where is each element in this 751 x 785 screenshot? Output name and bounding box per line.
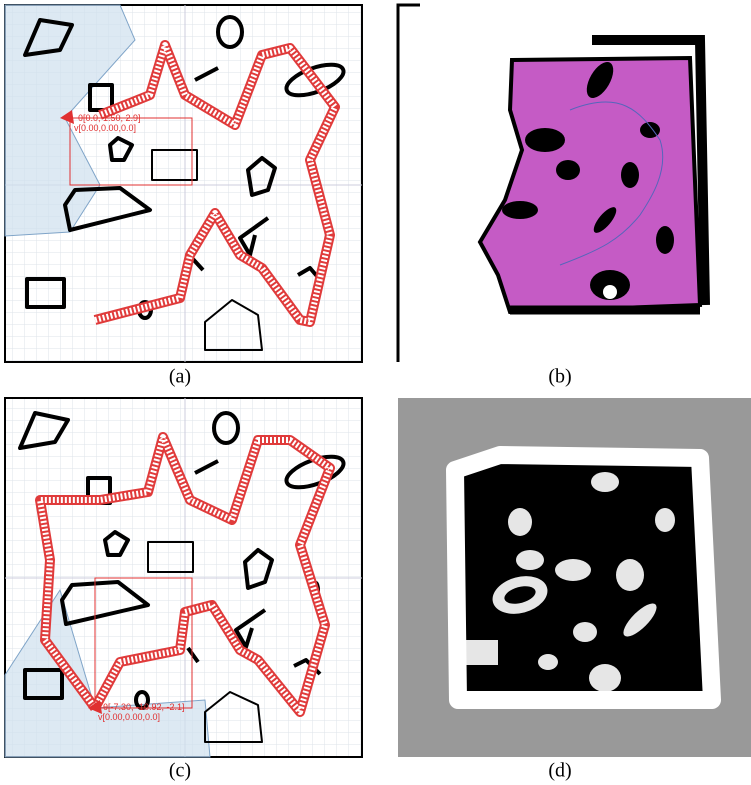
panel-b	[396, 3, 751, 362]
caption: (a)	[169, 366, 191, 388]
panel-d	[398, 398, 751, 757]
pose-label: θ[-7.30, -10.92, -2.1]	[103, 702, 185, 712]
velocity-label: v[0.00,0.00,0.0]	[74, 123, 136, 133]
panel-c: θ[-7.30, -10.92, -2.1] v[0.00,0.00,0.0]	[4, 397, 363, 758]
panel-a: θ[0.0, 1.50, 2.9] v[0.00,0.00,0.0]	[4, 4, 363, 363]
velocity-label: v[0.00,0.00,0.0]	[98, 712, 160, 722]
caption: (b)	[548, 366, 571, 388]
pose-label: θ[0.0, 1.50, 2.9]	[78, 113, 141, 123]
caption: (c)	[169, 760, 191, 782]
caption: (d)	[548, 760, 571, 782]
